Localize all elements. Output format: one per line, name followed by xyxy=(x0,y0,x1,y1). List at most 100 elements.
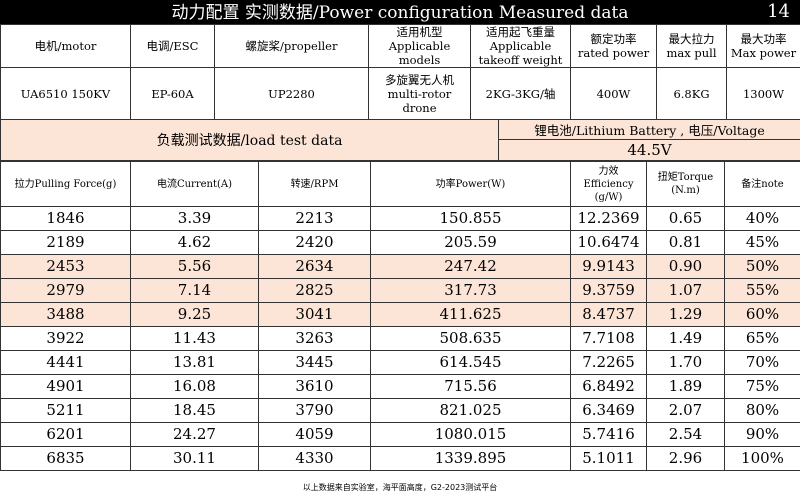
cell-efficiency: 10.6474 xyxy=(570,230,647,255)
table-row: 2189 4.62 2420 205.59 10.6474 0.81 45% xyxy=(0,230,800,255)
data-header-note: 备注note xyxy=(724,161,800,207)
cell-power: 715.56 xyxy=(370,374,571,399)
cell-torque: 0.81 xyxy=(646,230,725,255)
data-header-torque: 扭矩Torque (N.m) xyxy=(646,161,725,207)
footer-note: 以上数据来自实验室，海平面高度，G2-2023测试平台 xyxy=(302,483,498,492)
cell-current: 9.25 xyxy=(130,302,259,327)
cell-power: 247.42 xyxy=(370,254,571,279)
cell-efficiency: 12.2369 xyxy=(570,206,647,231)
cell-note: 75% xyxy=(724,374,800,399)
cell-rpm: 2634 xyxy=(258,254,371,279)
cell-current: 16.08 xyxy=(130,374,259,399)
table-row: 1846 3.39 2213 150.855 12.2369 0.65 40% xyxy=(0,206,800,231)
load-test-table: 拉力Pulling Force(g) 电流Current(A) 转速/RPM 功… xyxy=(0,161,800,471)
cell-current: 30.11 xyxy=(130,446,259,471)
cell-current: 5.56 xyxy=(130,254,259,279)
cell-efficiency: 6.3469 xyxy=(570,398,647,423)
load-test-label: 负载测试数据/load test data xyxy=(0,119,499,161)
cell-note: 70% xyxy=(724,350,800,375)
cell-efficiency: 5.7416 xyxy=(570,422,647,447)
data-header-row: 拉力Pulling Force(g) 电流Current(A) 转速/RPM 功… xyxy=(0,161,800,207)
cell-current: 3.39 xyxy=(130,206,259,231)
cell-torque: 1.07 xyxy=(646,278,725,303)
spec-header-max-pull: 最大拉力 max pull xyxy=(656,24,727,68)
load-test-banner: 负载测试数据/load test data 锂电池/Lithium Batter… xyxy=(0,119,800,161)
cell-rpm: 3041 xyxy=(258,302,371,327)
cell-pulling-force: 3488 xyxy=(0,302,131,327)
spec-value-rated-power: 400W xyxy=(570,67,657,121)
spec-header-esc: 电调/ESC xyxy=(130,24,215,68)
data-header-power: 功率Power(W) xyxy=(370,161,571,207)
cell-power: 205.59 xyxy=(370,230,571,255)
cell-power: 317.73 xyxy=(370,278,571,303)
cell-note: 55% xyxy=(724,278,800,303)
table-row: 6835 30.11 4330 1339.895 5.1011 2.96 100% xyxy=(0,446,800,471)
cell-torque: 1.49 xyxy=(646,326,725,351)
cell-rpm: 4059 xyxy=(258,422,371,447)
data-header-pulling-force: 拉力Pulling Force(g) xyxy=(0,161,131,207)
cell-power: 1339.895 xyxy=(370,446,571,471)
cell-pulling-force: 4901 xyxy=(0,374,131,399)
data-header-current: 电流Current(A) xyxy=(130,161,259,207)
cell-current: 11.43 xyxy=(130,326,259,351)
cell-current: 18.45 xyxy=(130,398,259,423)
spec-header-row: 电机/motor 电调/ESC 螺旋桨/propeller 适用机型 Appli… xyxy=(0,24,800,68)
page-number: 14 xyxy=(767,1,790,22)
spec-value-esc: EP-60A xyxy=(130,67,215,121)
cell-torque: 2.07 xyxy=(646,398,725,423)
cell-rpm: 3790 xyxy=(258,398,371,423)
cell-note: 90% xyxy=(724,422,800,447)
cell-pulling-force: 2189 xyxy=(0,230,131,255)
cell-torque: 2.54 xyxy=(646,422,725,447)
spec-value-motor: UA6510 150KV xyxy=(0,67,131,121)
cell-note: 60% xyxy=(724,302,800,327)
cell-efficiency: 5.1011 xyxy=(570,446,647,471)
cell-efficiency: 7.2265 xyxy=(570,350,647,375)
cell-torque: 1.29 xyxy=(646,302,725,327)
cell-pulling-force: 6835 xyxy=(0,446,131,471)
cell-torque: 0.90 xyxy=(646,254,725,279)
table-row: 4901 16.08 3610 715.56 6.8492 1.89 75% xyxy=(0,374,800,399)
cell-current: 13.81 xyxy=(130,350,259,375)
spec-header-max-power: 最大功率 Max power xyxy=(726,24,800,68)
spec-value-max-pull: 6.8KG xyxy=(656,67,727,121)
cell-note: 65% xyxy=(724,326,800,351)
spec-value-takeoff-weight: 2KG-3KG/轴 xyxy=(470,67,571,121)
title-bar: 动力配置 实测数据/Power configuration Measured d… xyxy=(0,0,800,24)
cell-pulling-force: 1846 xyxy=(0,206,131,231)
cell-note: 45% xyxy=(724,230,800,255)
cell-note: 40% xyxy=(724,206,800,231)
cell-power: 1080.015 xyxy=(370,422,571,447)
cell-current: 4.62 xyxy=(130,230,259,255)
cell-torque: 2.96 xyxy=(646,446,725,471)
cell-efficiency: 7.7108 xyxy=(570,326,647,351)
spec-value-models: 多旋翼无人机 multi-rotor drone xyxy=(368,67,471,121)
spec-header-rated-power: 额定功率 rated power xyxy=(570,24,657,68)
cell-pulling-force: 2453 xyxy=(0,254,131,279)
table-row: 3922 11.43 3263 508.635 7.7108 1.49 65% xyxy=(0,326,800,351)
cell-efficiency: 9.3759 xyxy=(570,278,647,303)
cell-torque: 1.70 xyxy=(646,350,725,375)
cell-power: 614.545 xyxy=(370,350,571,375)
cell-pulling-force: 5211 xyxy=(0,398,131,423)
page-title: 动力配置 实测数据/Power configuration Measured d… xyxy=(171,3,629,23)
data-table-body: 1846 3.39 2213 150.855 12.2369 0.65 40% 2189 4.6… xyxy=(0,206,800,471)
cell-pulling-force: 2979 xyxy=(0,278,131,303)
cell-efficiency: 9.9143 xyxy=(570,254,647,279)
cell-current: 7.14 xyxy=(130,278,259,303)
table-row: 2979 7.14 2825 317.73 9.3759 1.07 55% xyxy=(0,278,800,303)
cell-rpm: 2420 xyxy=(258,230,371,255)
cell-rpm: 2825 xyxy=(258,278,371,303)
battery-label: 锂电池/Lithium Battery , 电压/Voltage xyxy=(498,119,800,140)
cell-current: 24.27 xyxy=(130,422,259,447)
cell-rpm: 4330 xyxy=(258,446,371,471)
cell-rpm: 3610 xyxy=(258,374,371,399)
table-row: 6201 24.27 4059 1080.015 5.7416 2.54 90% xyxy=(0,422,800,447)
cell-power: 150.855 xyxy=(370,206,571,231)
table-row: 2453 5.56 2634 247.42 9.9143 0.90 50% xyxy=(0,254,800,279)
cell-note: 100% xyxy=(724,446,800,471)
table-row: 3488 9.25 3041 411.625 8.4737 1.29 60% xyxy=(0,302,800,327)
spec-header-motor: 电机/motor xyxy=(0,24,131,68)
cell-note: 50% xyxy=(724,254,800,279)
